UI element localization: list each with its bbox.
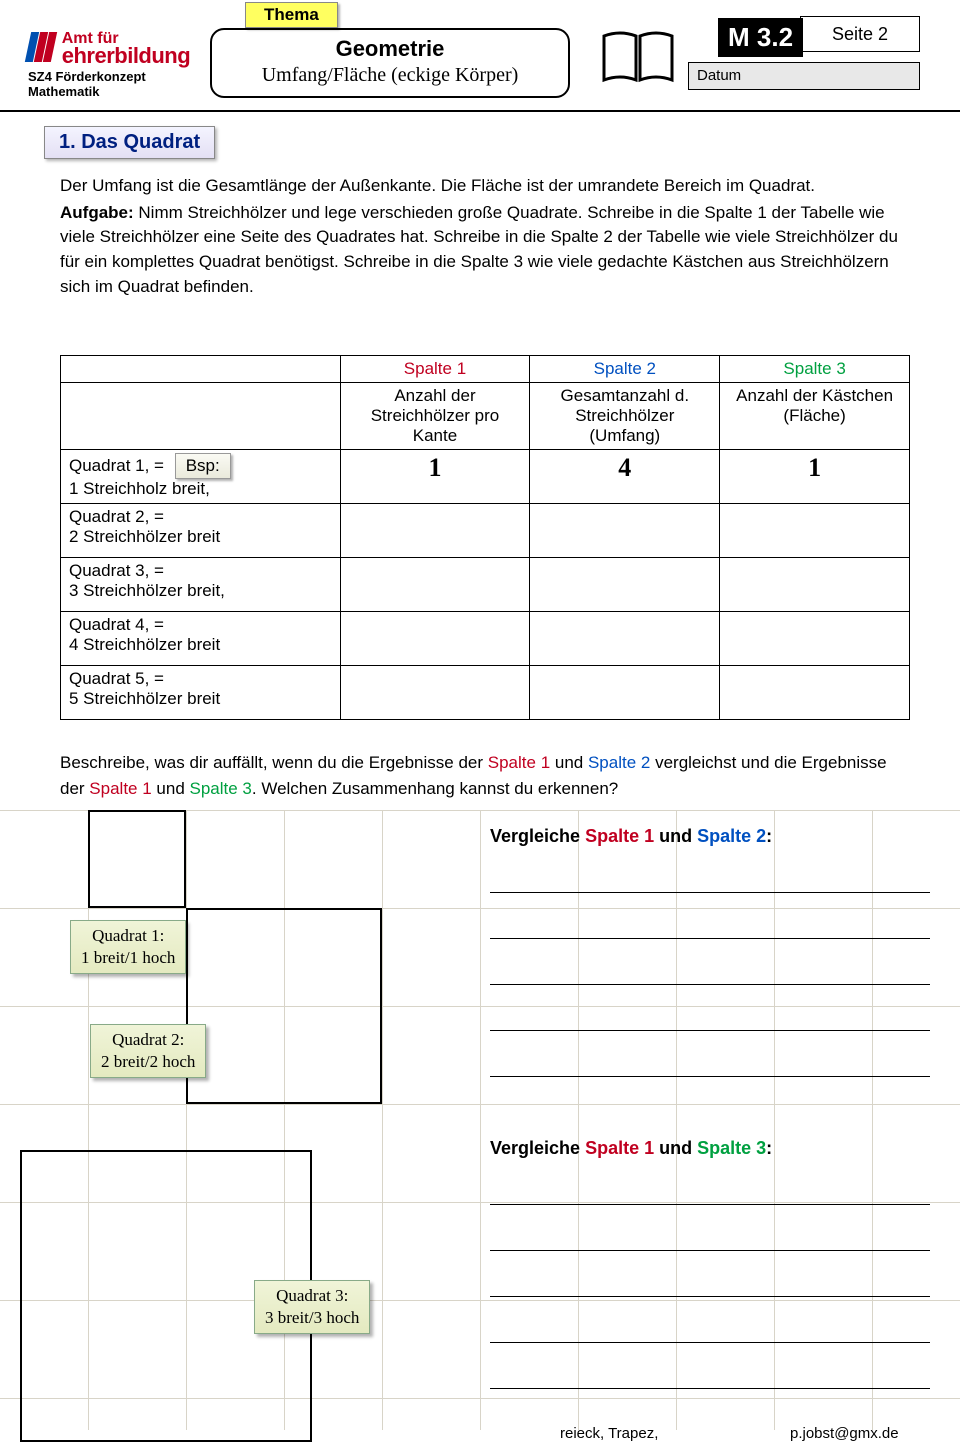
col3-sub: Anzahl der Kästchen (Fläche) (720, 383, 910, 450)
intro-text: Der Umfang ist die Gesamtlänge der Außen… (60, 174, 900, 199)
writing-line[interactable] (490, 893, 930, 939)
bsp-chip: Bsp: (175, 453, 231, 479)
table-cell[interactable] (340, 666, 530, 720)
table-sub-corner (61, 383, 341, 450)
writing-line[interactable] (490, 1159, 930, 1205)
footer-fragment: reieck, Trapez, (560, 1425, 658, 1442)
table-cell[interactable] (340, 612, 530, 666)
logo-sub1: SZ4 Förderkonzept (28, 69, 190, 84)
table-cell[interactable]: 1 (720, 450, 910, 504)
writing-line[interactable] (490, 1031, 930, 1077)
compare-block-12: Vergleiche Spalte 1 und Spalte 2: (490, 826, 930, 1077)
row-label: Quadrat 2, =2 Streichhölzer breit (61, 504, 341, 558)
table-row: Quadrat 1, = Bsp:1 Streichholz breit,141 (61, 450, 910, 504)
logo-line2: ehrerbildung (62, 46, 190, 66)
table-corner (61, 356, 341, 383)
writing-line[interactable] (490, 939, 930, 985)
title-line1: Geometrie (212, 36, 568, 62)
table-cell[interactable] (340, 504, 530, 558)
section-heading: 1. Das Quadrat (44, 126, 215, 159)
table-cell[interactable]: 4 (530, 450, 720, 504)
col1-sub: Anzahl der Streichhölzer pro Kante (340, 383, 530, 450)
task-lead: Aufgabe: (60, 203, 134, 222)
writing-line[interactable] (490, 847, 930, 893)
logo-block: Amt für ehrerbildung SZ4 Förderkonzept M… (28, 32, 190, 99)
logo-bars-icon (28, 32, 55, 67)
row-label: Quadrat 1, = Bsp:1 Streichholz breit, (61, 450, 341, 504)
task-rest: Nimm Streichhölzer und lege verschieden … (60, 203, 898, 296)
table-cell[interactable] (340, 558, 530, 612)
row-label: Quadrat 5, =5 Streichhölzer breit (61, 666, 341, 720)
note-quadrat2: Quadrat 2:2 breit/2 hoch (90, 1024, 206, 1078)
title-box: Geometrie Umfang/Fläche (eckige Körper) (210, 28, 570, 98)
quadrat-table: Spalte 1 Spalte 2 Spalte 3 Anzahl der St… (60, 355, 910, 720)
body-text: Der Umfang ist die Gesamtlänge der Außen… (60, 174, 900, 299)
grid-zone: Quadrat 1:1 breit/1 hoch Quadrat 2:2 bre… (0, 810, 960, 1430)
col2-sub: Gesamtanzahl d. Streichhölzer (Umfang) (530, 383, 720, 450)
table-row: Quadrat 4, =4 Streichhölzer breit (61, 612, 910, 666)
conclusion-text: Beschreibe, was dir auffällt, wenn du di… (60, 750, 910, 801)
page-number-box: Seite 2 (800, 16, 920, 52)
compare-heading-12: Vergleiche Spalte 1 und Spalte 2: (490, 826, 930, 847)
module-code: M 3.2 (718, 18, 803, 57)
table-cell[interactable] (530, 612, 720, 666)
logo-sub2: Mathematik (28, 84, 190, 99)
compare-block-13: Vergleiche Spalte 1 und Spalte 3: (490, 1138, 930, 1389)
row-label: Quadrat 3, =3 Streichhölzer breit, (61, 558, 341, 612)
row-label: Quadrat 4, =4 Streichhölzer breit (61, 612, 341, 666)
date-box: Datum (688, 62, 920, 90)
table-cell[interactable] (530, 558, 720, 612)
table-cell[interactable] (720, 504, 910, 558)
writing-line[interactable] (490, 1205, 930, 1251)
table-cell[interactable] (530, 666, 720, 720)
col1-title: Spalte 1 (340, 356, 530, 383)
table-cell[interactable] (720, 666, 910, 720)
table-cell[interactable] (720, 558, 910, 612)
drawn-square (186, 908, 382, 1104)
col2-title: Spalte 2 (530, 356, 720, 383)
drawn-square (88, 810, 186, 908)
table-cell[interactable]: 1 (340, 450, 530, 504)
table-row: Quadrat 5, =5 Streichhölzer breit (61, 666, 910, 720)
book-icon (600, 28, 676, 93)
note-quadrat3: Quadrat 3:3 breit/3 hoch (254, 1280, 370, 1334)
note-quadrat1: Quadrat 1:1 breit/1 hoch (70, 920, 186, 974)
col3-title: Spalte 3 (720, 356, 910, 383)
compare-heading-13: Vergleiche Spalte 1 und Spalte 3: (490, 1138, 930, 1159)
writing-line[interactable] (490, 1297, 930, 1343)
writing-line[interactable] (490, 985, 930, 1031)
table-row: Quadrat 3, =3 Streichhölzer breit, (61, 558, 910, 612)
writing-line[interactable] (490, 1251, 930, 1297)
table-cell[interactable] (530, 504, 720, 558)
title-line2: Umfang/Fläche (eckige Körper) (212, 64, 568, 87)
table-row: Quadrat 2, =2 Streichhölzer breit (61, 504, 910, 558)
thema-tab: Thema (245, 2, 338, 28)
worksheet-header: Amt für ehrerbildung SZ4 Förderkonzept M… (0, 0, 960, 112)
writing-line[interactable] (490, 1343, 930, 1389)
table-cell[interactable] (720, 612, 910, 666)
footer-email: p.jobst@gmx.de (790, 1425, 899, 1442)
